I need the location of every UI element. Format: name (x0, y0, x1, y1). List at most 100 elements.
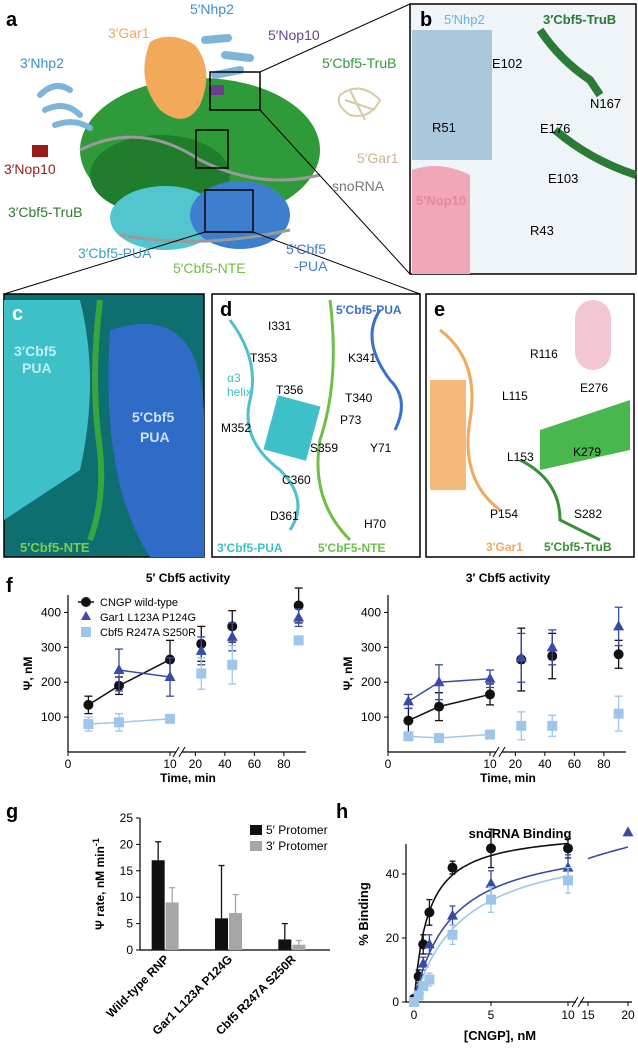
zoom-line-b2 (259, 109, 411, 275)
y-tick-label: 400 (41, 605, 61, 619)
e-label-l153: L153 (507, 450, 534, 464)
legend-label-gar1: Gar1 L123A P124G (100, 612, 196, 624)
nop10-helix-e (575, 300, 611, 370)
data-point (484, 672, 496, 683)
d-label-pua5: 5′Cbf5-PUA (336, 303, 402, 317)
y-tick-label: 100 (41, 710, 61, 724)
d-label-k341: K341 (348, 351, 376, 365)
y-tick-label: 400 (361, 605, 381, 619)
cbf5-strand-2 (552, 126, 638, 179)
legend-label-3-protomer: 3′ Protomer (266, 839, 328, 853)
e-label-p154: P154 (490, 507, 518, 521)
panel-letter-a: a (6, 9, 18, 31)
label-cbf5-5: 5′Cbf5 (286, 241, 326, 257)
d-label-p73: P73 (340, 413, 362, 427)
bar (215, 918, 228, 950)
y-axis-label: Ψ, nM (21, 657, 35, 691)
data-point (485, 877, 497, 888)
data-point (486, 843, 496, 854)
nte-loops (316, 299, 352, 542)
label-gar1-5: 5′Gar1 (357, 150, 399, 166)
data-point (418, 981, 429, 991)
x-tick-label: 10 (163, 757, 177, 771)
bar (292, 944, 306, 950)
panel-c: c 3′Cbf5 PUA 5′Cbf5 PUA 5′Cbf5-NTE (3, 293, 205, 558)
x-tick-label: 40 (538, 757, 552, 771)
zoom-line-e (252, 231, 421, 295)
pua-3-surface (4, 300, 90, 520)
trub-helix-e (540, 400, 630, 470)
y-tick-label: 40 (386, 867, 400, 881)
c-label-pua5-b: PUA (140, 429, 170, 445)
fit-line (408, 693, 491, 722)
data-point (113, 664, 125, 675)
panel-letter-f: f (6, 575, 13, 597)
e-label-e276: E276 (580, 381, 608, 395)
label-nte-5: 5′Cbf5-NTE (173, 260, 246, 276)
e-label-s282: S282 (574, 507, 602, 521)
panel-g: g 0 5 10 15 20 25 Ψ rate, nM min-1 Wild-type RN… (6, 801, 330, 1038)
x-axis-label: [CNGP], nM (464, 1028, 536, 1043)
x-tick-label: 20 (509, 757, 523, 771)
data-point (417, 957, 429, 968)
nhp2-5-cartoon (201, 34, 254, 79)
x-tick-label: 40 (218, 757, 232, 771)
e-label-r116: R116 (530, 347, 558, 361)
data-point (516, 720, 527, 731)
chart-title: 3′ Cbf5 activity (466, 571, 551, 585)
panel-letter-d: d (220, 299, 232, 321)
label-gar1-3: 3′Gar1 (108, 25, 150, 41)
y-tick-label: 20 (386, 931, 400, 945)
x-tick-label: 20 (189, 757, 203, 771)
x-tick-label: 15 (581, 1008, 595, 1022)
d-label-s359: S359 (310, 441, 338, 455)
x-axis-label: Time, min (160, 771, 216, 785)
fit-line (408, 733, 491, 739)
data-point (447, 862, 458, 873)
axis-break-mark-2 (498, 746, 506, 758)
label-cbf5-pua-3: 3′Cbf5-PUA (78, 245, 152, 261)
gar1-loops-e (439, 328, 501, 512)
legend-swatch-3-protomer (250, 841, 262, 851)
data-point (563, 843, 573, 854)
b-label-nop10: 5′Nop10 (416, 193, 466, 208)
gar1-3-surface (144, 36, 207, 119)
data-point (402, 695, 414, 706)
b-label-r51: R51 (432, 120, 456, 135)
y-tick-label: 300 (361, 640, 381, 654)
d-label-y71: Y71 (370, 441, 392, 455)
b-label-n167: N167 (590, 96, 621, 111)
y-tick-label: 5 (126, 917, 133, 931)
cbf5-pua-3-surface (110, 186, 220, 250)
data-point (164, 670, 176, 681)
panel-d: d 5′Cbf5-PUA I331 T353 K341 α3 helix T35… (211, 293, 421, 558)
label-cbf5-trub-5: 5′Cbf5-TruB (322, 55, 396, 71)
d-label-t340: T340 (345, 391, 373, 405)
y-axis-label: Ψ, nM (341, 657, 355, 691)
data-point (293, 635, 304, 646)
zoom-line-b1 (259, 3, 411, 73)
x-tick-label: 0 (65, 757, 72, 771)
cbf5-strand (536, 27, 604, 98)
b-label-r43: R43 (530, 223, 554, 238)
label-nhp2-5: 5′Nhp2 (190, 1, 234, 17)
d-label-a3: α3 (227, 371, 241, 385)
data-point (613, 708, 624, 719)
chart-title: 5′ Cbf5 activity (146, 571, 231, 585)
panel-e: e R116 L115 E276 L153 K279 P154 S282 3′G… (425, 293, 635, 558)
y-axis-label: Ψ rate, nM min-1 (91, 838, 107, 930)
data-point (563, 875, 573, 886)
trub-loops-e (519, 458, 601, 542)
b-label-cbf5: 3′Cbf5-TruB (543, 12, 616, 27)
fit-curve-extension (587, 846, 629, 860)
panel-letter-h: h (336, 801, 348, 823)
data-point (196, 668, 207, 679)
gar1-5-cartoon (337, 87, 382, 121)
pua-5-surface (108, 324, 204, 557)
x-category-label: Wild-type RNP (104, 952, 172, 1020)
d-label-i331: I331 (268, 319, 292, 333)
data-point (546, 641, 558, 652)
label-cbf5-trub-3: 3′Cbf5-TruB (8, 204, 82, 220)
fit-line (88, 658, 171, 706)
chart-5-cbf5-activity: 5′ Cbf5 activity 100 200 300 400 0 10 20 40 60 80 T… (21, 571, 306, 785)
